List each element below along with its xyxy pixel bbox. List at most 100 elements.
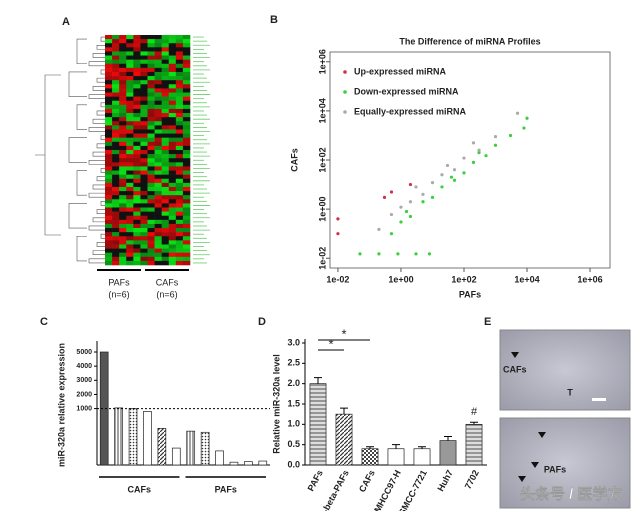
- heatmap-cell: [119, 96, 127, 102]
- heatmap-cell: [154, 219, 162, 225]
- heatmap-cell: [161, 244, 170, 249]
- heatmap-cell: [175, 154, 184, 159]
- heatmap-cell: [126, 219, 134, 225]
- heatmap-cell: [161, 71, 170, 77]
- heatmap-cell: [161, 252, 170, 258]
- heatmap-cell: [112, 174, 120, 180]
- heatmap-cell: [168, 150, 177, 155]
- heatmap-cell: [175, 43, 184, 48]
- heatmap-cell: [140, 158, 148, 163]
- heatmap-cell: [112, 39, 120, 44]
- heatmap-cell: [168, 113, 177, 118]
- heatmap-cell: [140, 84, 148, 89]
- heatmap-cell: [105, 71, 113, 77]
- arrowhead: [531, 462, 539, 468]
- heatmap-cell: [154, 256, 162, 262]
- significance-label: #: [471, 406, 478, 418]
- heatmap-cell: [119, 71, 127, 77]
- heatmap-cell: [182, 150, 191, 155]
- heatmap-cell: [182, 67, 191, 73]
- data-point: [421, 192, 425, 196]
- heatmap-cell: [154, 108, 162, 114]
- heatmap-cell: [140, 59, 148, 65]
- heatmap-cell: [182, 215, 191, 221]
- heatmap-cell: [168, 35, 177, 40]
- heatmap-cell: [168, 166, 177, 171]
- heatmap-cell: [105, 121, 113, 126]
- heatmap-cell: [168, 256, 177, 262]
- group-label: PAFs: [108, 277, 130, 287]
- heatmap-cell: [147, 96, 155, 102]
- heatmap-cell: [112, 256, 120, 262]
- heatmap-cell: [147, 178, 155, 184]
- heatmap-cell: [154, 129, 162, 134]
- bar: [114, 407, 123, 466]
- heatmap-cell: [133, 207, 141, 212]
- heatmap-cell: [161, 113, 170, 118]
- heatmap-cell: [175, 203, 184, 208]
- heatmap-cell: [154, 186, 162, 192]
- heatmap-cell: [168, 117, 177, 122]
- heatmap-cell: [182, 240, 191, 245]
- heatmap-cell: [105, 199, 113, 204]
- heatmap-cell: [161, 158, 170, 163]
- heatmap-cell: [140, 121, 148, 126]
- heatmap-cell: [175, 55, 184, 60]
- heatmap-cell: [161, 186, 170, 192]
- heatmap-cell: [126, 43, 134, 48]
- heatmap-cell: [140, 133, 148, 138]
- heatmap-cell: [112, 84, 120, 89]
- heatmap-cell: [126, 145, 134, 151]
- heatmap-cell: [154, 137, 162, 143]
- heatmap-cell: [175, 211, 184, 217]
- heatmap-cell: [182, 170, 191, 175]
- heatmap-cell: [119, 108, 127, 114]
- heatmap-cell: [168, 248, 177, 253]
- heatmap-cell: [175, 76, 184, 81]
- heatmap-cell: [112, 248, 120, 253]
- heatmap-cell: [119, 51, 127, 56]
- heatmap-cell: [161, 96, 170, 102]
- error-bar: [340, 407, 348, 415]
- heatmap-cell: [126, 104, 134, 110]
- heatmap-cell: [182, 63, 191, 69]
- heatmap-cell: [126, 223, 134, 229]
- heatmap-cell: [147, 39, 155, 44]
- heatmap-cell: [175, 35, 184, 40]
- heatmap-cell: [105, 117, 113, 122]
- heatmap-cell: [147, 236, 155, 241]
- heatmap-cell: [133, 137, 141, 143]
- data-point: [522, 126, 526, 130]
- chart-title: The Difference of miRNA Profiles: [399, 36, 540, 46]
- heatmap-cell: [154, 133, 162, 138]
- heatmap-cell: [168, 67, 177, 73]
- heatmap-cell: [112, 154, 120, 159]
- data-point: [452, 168, 457, 172]
- heatmap-cell: [147, 55, 155, 60]
- heatmap-cell: [154, 211, 162, 217]
- heatmap-cell: [119, 121, 127, 126]
- heatmap-cell: [182, 141, 191, 147]
- heatmap-cell: [105, 215, 113, 221]
- heatmap-cell: [182, 186, 191, 192]
- heatmap-cell: [147, 129, 155, 134]
- heatmap-cell: [112, 232, 120, 237]
- y-tick-label: 3.0: [287, 337, 300, 347]
- heatmap-cell: [161, 133, 170, 138]
- heatmap-cell: [105, 43, 113, 48]
- heatmap-cell: [126, 195, 134, 200]
- heatmap-cell: [147, 166, 155, 171]
- heatmap-cell: [154, 71, 162, 77]
- heatmap-cell: [182, 162, 191, 167]
- heatmap-cell: [126, 174, 134, 180]
- heatmap-cell: [147, 162, 155, 167]
- plot-frame: [329, 51, 611, 269]
- heatmap-cell: [161, 121, 170, 126]
- heatmap-cell: [105, 260, 113, 266]
- heatmap-cell: [119, 244, 127, 249]
- heatmap-cell: [105, 256, 113, 262]
- heatmap-cell: [119, 211, 127, 217]
- heatmap-cell: [161, 43, 170, 48]
- heatmap-cell: [147, 228, 155, 233]
- heatmap-cell: [112, 223, 120, 229]
